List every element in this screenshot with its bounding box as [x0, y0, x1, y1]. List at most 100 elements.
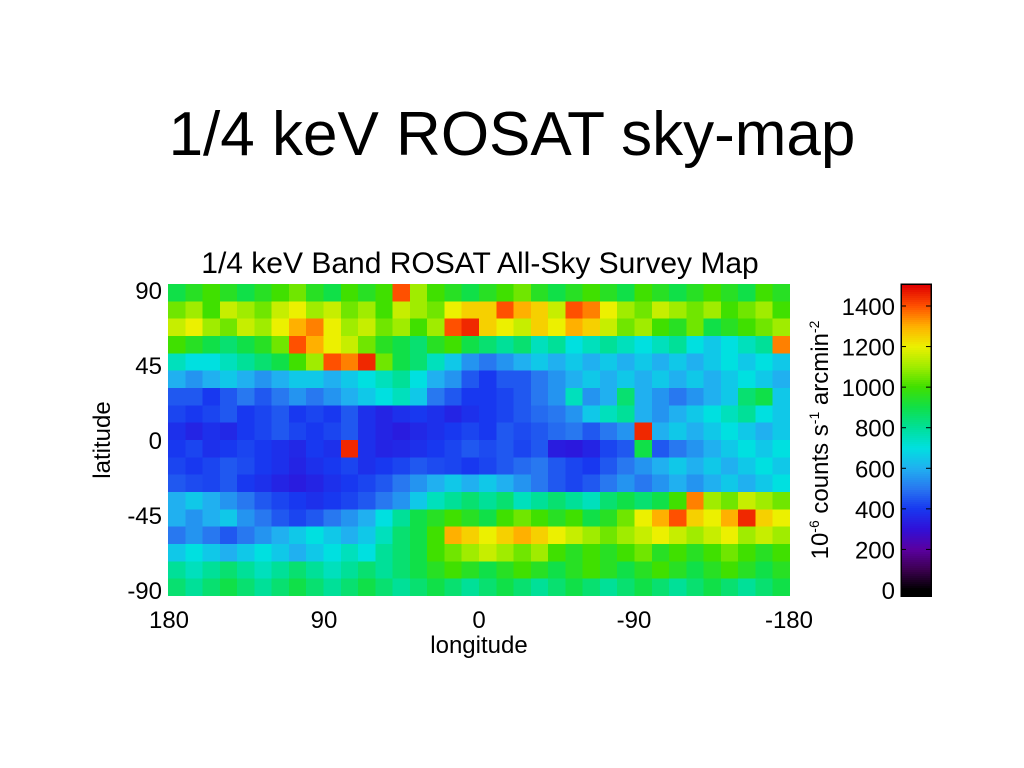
heatmap-cell — [409, 422, 428, 441]
heatmap-cell — [634, 405, 653, 424]
heatmap-cell — [513, 422, 532, 441]
heatmap-cell — [686, 370, 705, 389]
heatmap-cell — [479, 492, 497, 510]
heatmap-cell — [271, 301, 290, 320]
heatmap-cell — [358, 509, 376, 528]
heatmap-cell — [565, 526, 584, 545]
heatmap-cell — [548, 526, 566, 545]
heatmap-cell — [686, 388, 705, 406]
colorbar-segment — [901, 430, 931, 433]
heatmap-cell — [755, 388, 774, 406]
heatmap-cell — [599, 544, 618, 562]
heatmap-cell — [496, 301, 515, 320]
heatmap-cell — [340, 370, 359, 389]
colorbar-segment — [901, 368, 931, 371]
heatmap-cell — [738, 440, 757, 458]
heatmap-cell — [219, 388, 238, 406]
heatmap-cell — [617, 561, 636, 580]
heatmap-cell — [185, 422, 204, 441]
colorbar-segment — [901, 342, 931, 345]
heatmap-cell — [513, 284, 532, 302]
heatmap-cell — [479, 353, 497, 372]
heatmap-cell — [496, 284, 515, 302]
heatmap-cell — [530, 388, 549, 406]
colorbar-segment — [901, 330, 931, 333]
heatmap-cell — [755, 353, 774, 372]
heatmap-cell — [669, 561, 687, 580]
heatmap-cell — [772, 457, 790, 476]
heatmap-cell — [340, 284, 359, 302]
heatmap-cell — [513, 440, 532, 458]
heatmap-cell — [479, 457, 497, 476]
heatmap-cell — [340, 544, 359, 562]
colorbar-segment — [901, 578, 931, 581]
colorbar-segment — [901, 472, 931, 475]
colorbar-label-part: counts s — [807, 424, 834, 520]
heatmap-cell — [202, 509, 221, 528]
heatmap-cell — [358, 301, 376, 320]
heatmap-cell — [772, 336, 790, 354]
heatmap-cell — [375, 353, 394, 372]
heatmap-cell — [496, 405, 515, 424]
heatmap-cell — [703, 388, 722, 406]
heatmap-cell — [323, 492, 342, 510]
heatmap-cell — [340, 422, 359, 441]
heatmap-cell — [392, 422, 411, 441]
heatmap-cell — [669, 526, 687, 545]
heatmap-cell — [755, 509, 774, 528]
heatmap-cell — [686, 301, 705, 320]
heatmap-cell — [358, 440, 376, 458]
heatmap-cell — [358, 370, 376, 389]
heatmap-cell — [669, 578, 687, 596]
heatmap-cell — [271, 474, 290, 493]
heatmap-cell — [599, 336, 618, 354]
colorbar-label-exponent: -1 — [806, 412, 822, 425]
heatmap-cell — [599, 492, 618, 510]
heatmap-cell — [755, 544, 774, 562]
heatmap-cell — [358, 474, 376, 493]
heatmap-cell — [444, 422, 463, 441]
heatmap-cell — [237, 422, 255, 441]
heatmap-cell — [479, 301, 497, 320]
colorbar-segment — [901, 346, 931, 349]
heatmap-cell — [755, 457, 774, 476]
heatmap-cell — [254, 509, 273, 528]
colorbar-segment — [901, 290, 931, 293]
heatmap-cell — [703, 284, 722, 302]
heatmap-cell — [185, 509, 204, 528]
heatmap-cell — [772, 318, 790, 337]
heatmap-cell — [703, 318, 722, 337]
heatmap-cell — [565, 457, 584, 476]
heatmap-cell — [392, 544, 411, 562]
heatmap-cell — [202, 405, 221, 424]
heatmap-cell — [444, 440, 463, 458]
heatmap-cell — [202, 388, 221, 406]
heatmap-cell — [617, 284, 636, 302]
heatmap-cell — [358, 526, 376, 545]
heatmap-cell — [461, 526, 480, 545]
heatmap-cell — [427, 561, 446, 580]
heatmap-cell — [340, 561, 359, 580]
heatmap-cell — [168, 544, 186, 562]
colorbar-tick-label: 1400 — [842, 294, 895, 321]
heatmap-cell — [565, 318, 584, 337]
heatmap-cell — [496, 336, 515, 354]
heatmap-cell — [461, 422, 480, 441]
heatmap-cell — [496, 509, 515, 528]
heatmap-cell — [168, 440, 186, 458]
colorbar — [900, 283, 932, 597]
heatmap-cell — [686, 578, 705, 596]
colorbar-segment — [901, 504, 931, 507]
heatmap-cell — [202, 457, 221, 476]
heatmap-cell — [254, 370, 273, 389]
heatmap-cell — [669, 509, 687, 528]
x-tick-label: 180 — [149, 607, 189, 634]
heatmap-cell — [237, 561, 255, 580]
heatmap-cell — [617, 353, 636, 372]
colorbar-segment — [901, 574, 931, 577]
colorbar-segment — [901, 296, 931, 299]
heatmap-cell — [392, 336, 411, 354]
heatmap-cell — [409, 440, 428, 458]
heatmap-cell — [565, 336, 584, 354]
heatmap-cell — [669, 318, 687, 337]
